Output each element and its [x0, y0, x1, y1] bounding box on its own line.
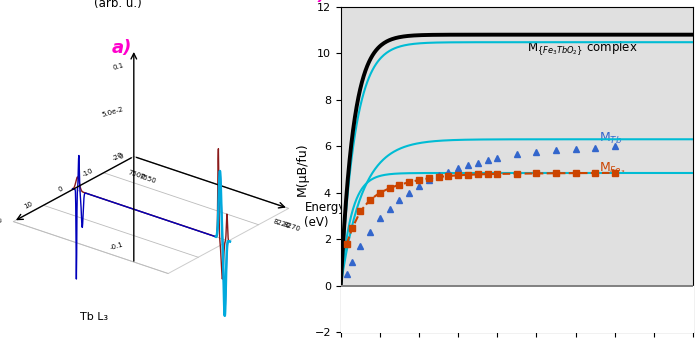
Text: Tb L₃: Tb L₃ — [80, 312, 108, 322]
Text: -0.1: -0.1 — [109, 241, 125, 251]
Text: -10: -10 — [81, 167, 94, 178]
Text: 7550: 7550 — [138, 173, 156, 184]
Text: Energy
(eV): Energy (eV) — [304, 201, 346, 229]
Text: M$_{Fe_3}$: M$_{Fe_3}$ — [599, 160, 626, 177]
Text: 10: 10 — [23, 201, 34, 210]
Text: 20: 20 — [0, 217, 4, 226]
Text: b): b) — [305, 0, 327, 3]
Text: 0.1: 0.1 — [112, 63, 125, 72]
Y-axis label: M(μB/fu): M(μB/fu) — [296, 143, 309, 196]
Text: M$_{\{Fe_3TbO_2\}}$ complex: M$_{\{Fe_3TbO_2\}}$ complex — [526, 39, 638, 58]
Text: 7500: 7500 — [127, 170, 146, 181]
Text: M$_{Tb}$: M$_{Tb}$ — [599, 131, 622, 146]
Text: 8220: 8220 — [272, 218, 291, 229]
Text: 0: 0 — [57, 185, 64, 193]
Text: XMCD
(arb. u.): XMCD (arb. u.) — [94, 0, 142, 10]
Text: -20: -20 — [111, 151, 125, 162]
Text: (a): (a) — [355, 299, 370, 310]
Text: 5.0e-2: 5.0e-2 — [102, 106, 125, 118]
Text: T = 2.7 K: T = 2.7 K — [631, 299, 682, 310]
Text: 0: 0 — [118, 153, 125, 160]
Text: a): a) — [111, 39, 132, 57]
Text: 8270: 8270 — [282, 221, 301, 233]
Polygon shape — [13, 157, 288, 274]
